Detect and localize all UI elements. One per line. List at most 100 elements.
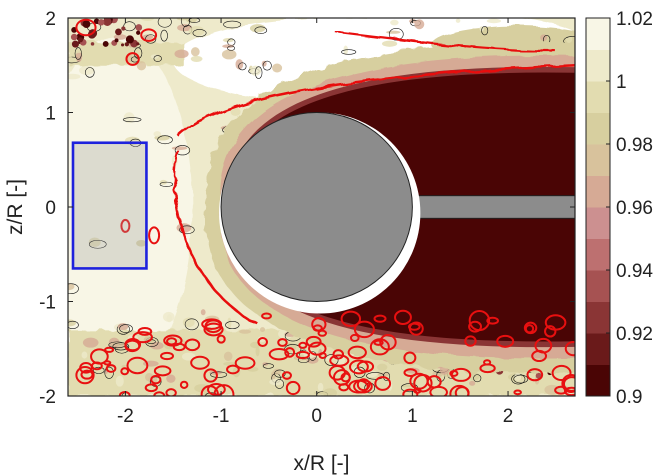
highlight-contour — [308, 341, 327, 356]
highlight-contour — [349, 359, 369, 375]
highlight-contour — [234, 356, 256, 370]
highlight-box-rect — [71, 141, 148, 270]
speckle-patch — [235, 59, 244, 70]
highlight-contour — [75, 366, 95, 385]
speckle-patch — [185, 18, 198, 23]
speckle-patch — [249, 24, 266, 33]
contour-line — [123, 21, 136, 32]
highlight-contour — [564, 341, 575, 357]
colorbar-band — [586, 49, 610, 82]
speckle-patch — [323, 388, 337, 396]
contour-band — [68, 36, 193, 378]
contour-line — [473, 374, 482, 383]
highlight-contour — [184, 338, 201, 352]
speckle-patch — [121, 26, 126, 31]
y-tick-label: 2 — [45, 9, 56, 30]
speckle-patch — [176, 223, 192, 233]
highlight-contour — [449, 370, 459, 377]
contour-line — [513, 374, 529, 384]
speckle-patch — [142, 34, 154, 40]
highlight-contour — [468, 320, 483, 333]
contour-line — [274, 379, 285, 389]
highlight-contour — [163, 334, 183, 347]
speckle-patch — [390, 19, 399, 26]
highlight-contour — [284, 347, 296, 358]
highlight-contour — [105, 364, 117, 373]
highlight-contour — [373, 339, 384, 346]
highlight-contour — [513, 389, 522, 396]
contour-line — [262, 363, 274, 369]
speckle-patch — [190, 47, 200, 57]
speckle-patch — [91, 383, 101, 394]
x-tick-label: 0 — [311, 406, 322, 427]
speckle-patch — [68, 319, 76, 327]
speckle-patch — [115, 28, 122, 36]
speckle-patch — [259, 327, 266, 332]
highlight-contour — [160, 351, 175, 361]
contour-line — [153, 55, 162, 62]
speckle-patch — [68, 55, 72, 59]
highlight-contour — [464, 335, 477, 347]
contour-line — [88, 239, 107, 249]
contour-line — [160, 29, 168, 42]
contour-line — [74, 47, 82, 60]
speckle-patch — [97, 19, 105, 26]
speckle-patch — [141, 18, 154, 21]
speckle-patch — [223, 20, 235, 25]
contour-line — [262, 60, 272, 71]
contour-line — [122, 117, 142, 123]
speckle-patch — [113, 34, 127, 40]
highlight-contour — [454, 386, 470, 396]
speckle-patch — [221, 49, 237, 60]
speckle-patch — [381, 40, 398, 47]
highlight-contour — [394, 309, 412, 326]
highlight-contour — [226, 364, 240, 375]
highlight-contour — [201, 318, 223, 330]
highlight-contour — [90, 348, 109, 365]
speckle-patch — [120, 43, 125, 47]
highlight-contour — [203, 368, 218, 383]
highlight-contour — [486, 316, 499, 325]
highlight-contour — [562, 376, 575, 392]
speckle-patch — [261, 60, 267, 67]
x-tick-label: 1 — [407, 406, 418, 427]
speckle-patch — [88, 237, 101, 247]
y-tick-label: 0 — [45, 198, 56, 219]
highlight-contour — [348, 379, 369, 394]
highlight-contour — [75, 18, 97, 37]
contour-line — [68, 320, 79, 330]
colorbar-band — [586, 333, 610, 365]
speckle-patch — [70, 33, 78, 41]
colorbar: 0.9 0.92 0.94 0.96 0.98 1 1.02 — [585, 9, 653, 408]
highlight-contour — [534, 337, 553, 354]
y-axis-label: z/R [-] — [4, 179, 27, 235]
highlight-contour — [150, 374, 162, 385]
x-axis-ticks: -2 -1 0 1 2 — [117, 18, 513, 427]
speckle-patch — [79, 65, 95, 75]
colorbar-tick-label: 1.02 — [616, 9, 653, 30]
speckle-patch — [82, 337, 99, 348]
sphere — [220, 112, 413, 302]
contour-line — [254, 26, 268, 34]
speckle-patch — [239, 329, 252, 334]
speckle-patch — [71, 40, 79, 48]
highlight-contour — [563, 386, 575, 396]
x-axis-label: x/R [-] — [294, 452, 350, 475]
colorbar-band — [586, 18, 610, 50]
x-tick-label: -2 — [117, 406, 134, 427]
colorbar-tick-label: 0.94 — [616, 261, 653, 282]
highlight-contour — [524, 324, 535, 334]
speckle-patch — [90, 42, 95, 46]
colorbar-band — [586, 238, 610, 271]
highlight-contour — [216, 334, 226, 344]
contour-line — [159, 181, 174, 187]
highlight-contour — [268, 348, 290, 361]
colorbar-band — [586, 301, 610, 334]
contour-line — [119, 324, 133, 334]
contour-line — [192, 29, 207, 37]
support-rod — [409, 195, 575, 219]
speckle-patch — [136, 61, 147, 71]
highlight-contour — [496, 334, 515, 348]
speckle-patch — [135, 24, 143, 31]
speckle-patch — [117, 323, 129, 331]
